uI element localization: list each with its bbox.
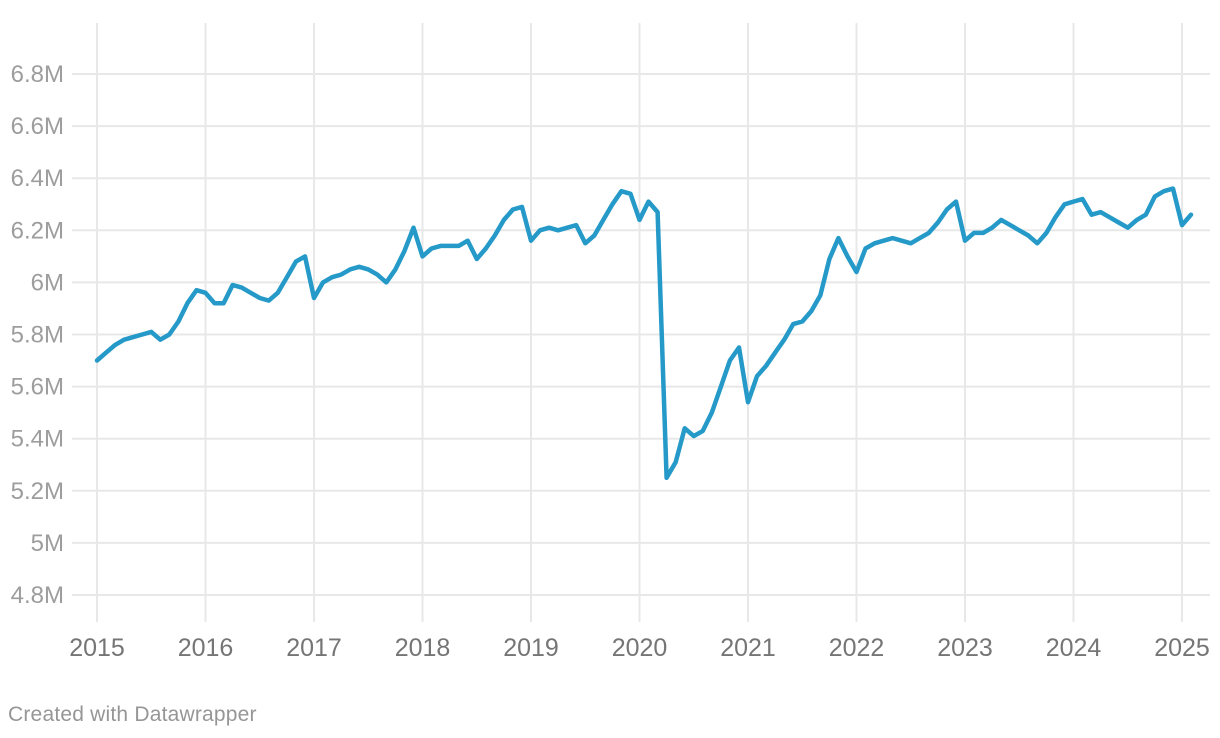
x-axis-label: 2023	[937, 634, 993, 662]
y-axis-label: 6M	[31, 269, 64, 296]
x-axis-label: 2015	[69, 634, 125, 662]
y-axis-label: 6.8M	[11, 61, 64, 88]
x-axis-label: 2020	[612, 634, 668, 662]
y-axis-label: 6.6M	[11, 113, 64, 140]
vertical-gridlines	[96, 23, 1183, 622]
data-series	[94, 186, 1194, 481]
x-axis-label: 2019	[503, 634, 559, 662]
y-axis-label: 5.2M	[11, 478, 64, 505]
y-axis-label: 4.8M	[11, 582, 64, 609]
y-axis-labels: 6.8M 6.6M 6.4M 6.2M 6M 5.8M 5.6M 5.4M 5.2M 5M 4.8M	[11, 61, 64, 609]
y-axis-label: 5.6M	[11, 374, 64, 401]
line-chart: 6.8M 6.6M 6.4M 6.2M 6M 5.8M 5.6M 5.4M 5.2M 5M 4.8M…	[11, 23, 1210, 662]
data-line	[94, 186, 1194, 481]
x-axis-label: 2024	[1046, 634, 1102, 662]
x-axis-label: 2022	[829, 634, 885, 662]
x-axis-label: 2018	[395, 634, 451, 662]
x-axis-label: 2016	[178, 634, 234, 662]
y-axis-label: 5.8M	[11, 322, 64, 349]
x-axis-label: 2025	[1154, 634, 1210, 662]
y-axis-label: 6.2M	[11, 217, 64, 244]
y-axis-label: 6.4M	[11, 165, 64, 192]
x-axis-labels: 2015 2016 2017 2018 2019 2020 2021 2022 2023 2024…	[69, 634, 1210, 662]
datawrapper-credit: Created with Datawrapper	[8, 703, 257, 726]
x-axis-label: 2017	[286, 634, 342, 662]
x-axis-label: 2021	[720, 634, 776, 662]
y-axis-label: 5M	[31, 530, 64, 557]
y-axis-label: 5.4M	[11, 426, 64, 453]
horizontal-gridlines	[72, 73, 1210, 596]
